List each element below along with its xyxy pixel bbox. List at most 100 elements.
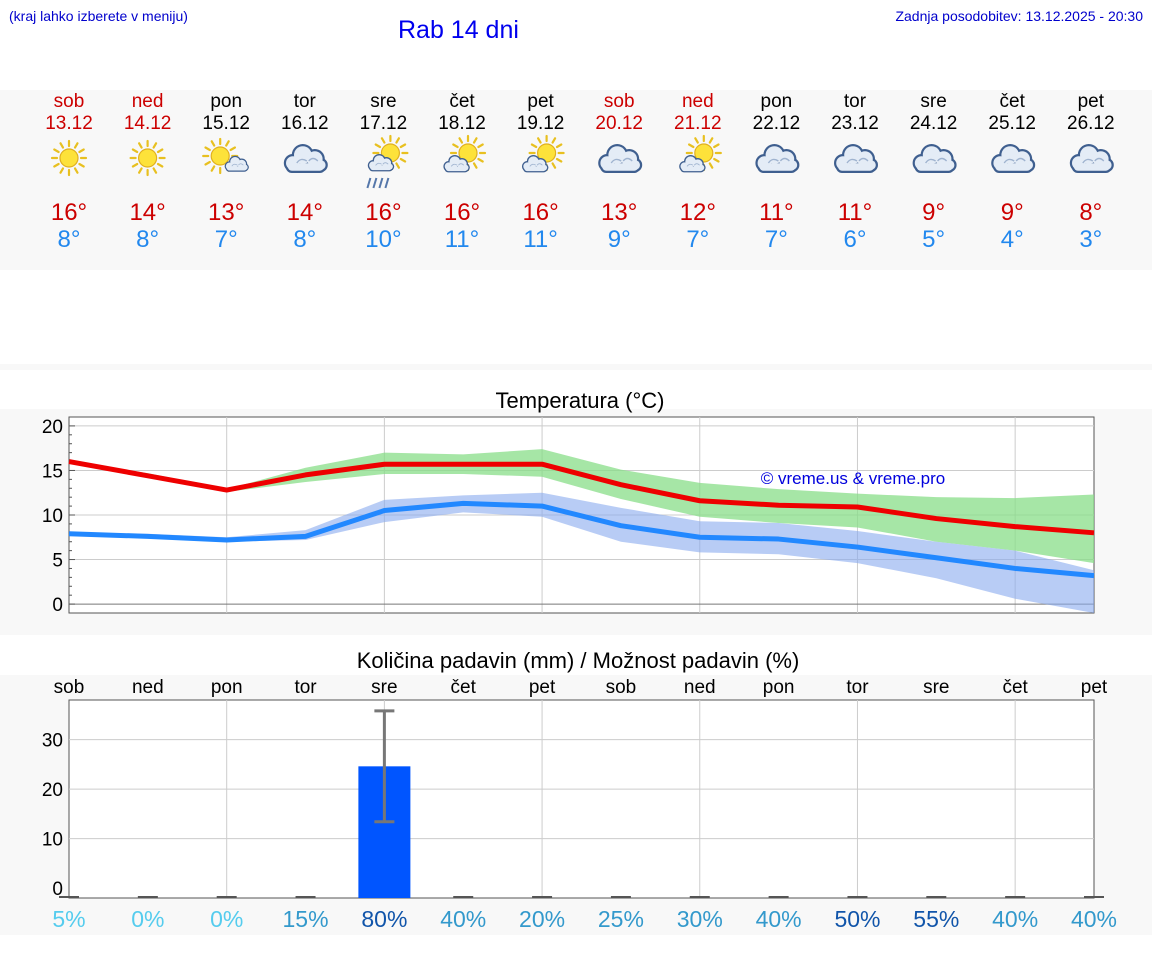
- temperature-chart: Temperatura (°C) 0 5 10 15 20 © vreme.us & vre…: [42, 388, 1095, 616]
- cloud-shape: [283, 144, 328, 173]
- chart-title: Temperatura (°C): [496, 388, 665, 413]
- sun-ray: [713, 143, 720, 149]
- cloud-fill-base: [524, 166, 546, 172]
- partly-cloudy-icon: [679, 134, 722, 173]
- forecast-min-temp: 7°: [215, 226, 238, 253]
- forecast-day-name: tor: [294, 91, 317, 112]
- forecast-date: 16.12: [281, 113, 329, 134]
- sun-ray: [73, 167, 79, 174]
- forecast-day-name: pon: [761, 91, 793, 112]
- sun-icon: [129, 139, 166, 177]
- x-day-label: sob: [54, 677, 85, 698]
- forecast-max-temp: 9°: [1001, 199, 1024, 226]
- cloud-detail: [450, 163, 465, 167]
- x-day-label: sob: [606, 677, 637, 698]
- x-day-label: sre: [371, 677, 397, 698]
- sun-ray: [156, 162, 164, 168]
- precipitation-probability: 40%: [992, 906, 1038, 932]
- forecast-date: 15.12: [202, 113, 250, 134]
- x-day-label: ned: [132, 677, 164, 698]
- cloud-shape: [991, 144, 1036, 173]
- forecast-min-temp: 11°: [445, 226, 480, 253]
- precipitation-chart: Količina padavin (mm) / Možnost padavin …: [42, 648, 1117, 932]
- y-tick-label: 10: [42, 830, 63, 851]
- min-temperature-line: [68, 500, 1095, 579]
- sun-ray: [452, 143, 459, 149]
- max-range-band: [69, 449, 1094, 564]
- sun-ray: [694, 137, 699, 144]
- sun-ray: [687, 143, 695, 149]
- sun-disc: [536, 143, 557, 163]
- x-day-label: čet: [451, 677, 477, 698]
- forecast-date: 21.12: [674, 113, 722, 134]
- sun-disc: [138, 148, 158, 168]
- forecast-max-temp: 16°: [365, 199, 401, 226]
- cloud-detail: [231, 163, 244, 167]
- sun-ray: [204, 146, 211, 152]
- sun-ray: [156, 148, 164, 154]
- sun-ray: [708, 137, 714, 144]
- precipitation-probability: 50%: [834, 906, 880, 932]
- precipitation-probability: 25%: [598, 906, 644, 932]
- sun-ray: [399, 157, 407, 163]
- sun-disc: [210, 146, 230, 166]
- sun-ray: [225, 140, 230, 147]
- precipitation-probability: 30%: [677, 906, 723, 932]
- rain-drop: [366, 177, 372, 189]
- forecast-day-name: tor: [844, 91, 867, 112]
- cloud-fill-base: [916, 163, 953, 171]
- x-day-label: ned: [684, 677, 716, 698]
- sun-ray: [131, 148, 139, 154]
- cloud-detail: [767, 157, 790, 164]
- cloud-detail: [375, 162, 389, 166]
- sun-ray: [138, 142, 143, 149]
- sun-ray: [138, 167, 143, 174]
- cloudy-icon: [283, 144, 328, 173]
- cloudy-icon: [912, 144, 957, 173]
- sun-disc: [458, 143, 478, 163]
- partly-cloudy-icon: [443, 134, 487, 173]
- sun-ray: [59, 142, 65, 149]
- forecast-min-temp: 4°: [1001, 226, 1024, 253]
- forecast-max-temp: 16°: [444, 199, 480, 226]
- y-tick-label: 20: [42, 417, 63, 438]
- sun-disc: [694, 143, 714, 163]
- sun-ray: [477, 157, 484, 163]
- precipitation-probability: 0%: [131, 906, 164, 932]
- plot-area: [68, 699, 1095, 899]
- forecast-max-temp: 13°: [208, 199, 244, 226]
- forecast-day-name: pet: [527, 91, 554, 112]
- cloud-fill-base: [681, 166, 704, 172]
- sun-ray: [399, 143, 407, 149]
- sun-ray: [472, 162, 478, 169]
- cloud-fill-base: [995, 163, 1031, 171]
- cloud-shape: [834, 144, 878, 173]
- sun-ray: [555, 157, 563, 163]
- sun-ray: [53, 148, 60, 154]
- divider: [0, 364, 1152, 370]
- cloud-shape: [1069, 144, 1114, 173]
- y-tick-label: 0: [52, 879, 63, 900]
- sun-ray: [395, 162, 400, 169]
- sun-ray: [380, 137, 386, 144]
- forecast-date: 25.12: [988, 113, 1036, 134]
- forecast-date: 23.12: [831, 113, 879, 134]
- forecast-min-temp: 8°: [136, 226, 159, 253]
- sun-ray: [551, 162, 557, 169]
- forecast-day-name: sob: [604, 91, 635, 112]
- cloudy-icon: [598, 144, 643, 173]
- precipitation-probability: 40%: [1071, 906, 1117, 932]
- cloud-fill-base: [288, 163, 324, 171]
- cloud-shape: [224, 155, 249, 172]
- forecast-min-temp: 11°: [523, 226, 558, 253]
- forecast-day-name: pon: [210, 91, 242, 112]
- sun-ray: [152, 142, 158, 149]
- cloud-detail: [1082, 157, 1105, 164]
- cloud-shape: [367, 154, 395, 172]
